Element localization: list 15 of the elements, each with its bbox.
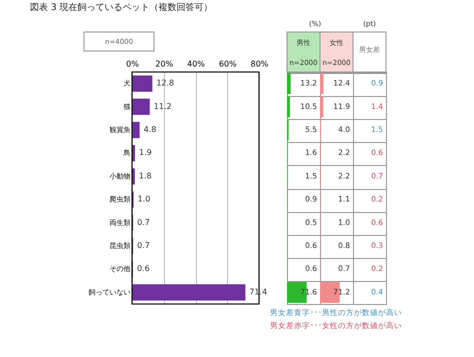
data-label: 4.8 bbox=[144, 125, 156, 134]
data-label: 0.7 bbox=[137, 218, 150, 227]
x-tick-label: 20% bbox=[155, 60, 174, 68]
chart-title: 図表 3 現在飼っているペット（複数回答可） bbox=[30, 2, 212, 13]
data-label: 0.6 bbox=[136, 264, 150, 274]
data-label: 11.2 bbox=[154, 102, 172, 111]
x-tick-label: 80% bbox=[250, 60, 269, 68]
x-tick-label: 60% bbox=[218, 60, 238, 68]
x-tick-label: 0% bbox=[126, 60, 140, 68]
data-label: 1.0 bbox=[138, 194, 150, 204]
data-label: 12.8 bbox=[156, 78, 174, 88]
x-tick-label: 40% bbox=[187, 60, 206, 68]
data-label: 0.7 bbox=[137, 241, 150, 250]
data-label: 1.9 bbox=[139, 148, 152, 158]
data-label: 1.8 bbox=[138, 171, 152, 180]
